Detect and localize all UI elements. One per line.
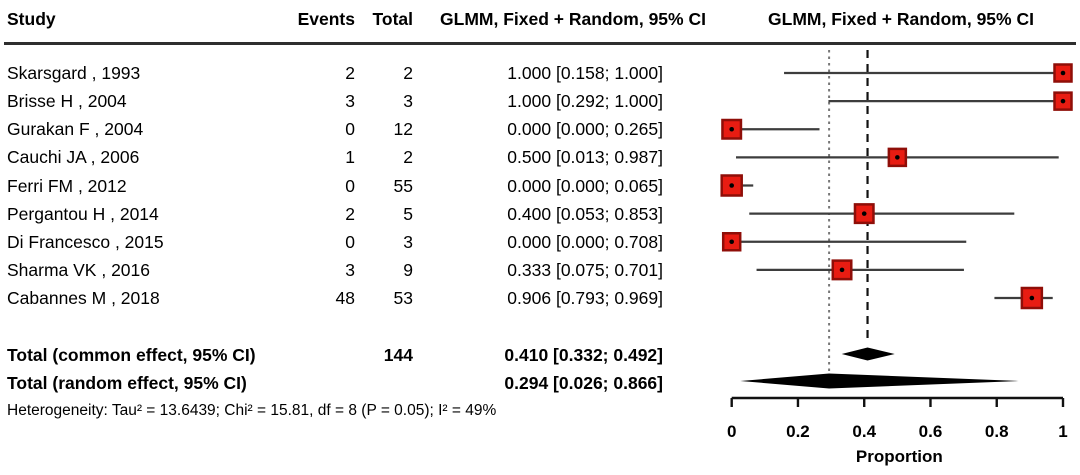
total-common-ci: 0.410 [0.332; 0.492] [504, 345, 663, 365]
ci-text: 0.906 [0.793; 0.969] [507, 288, 663, 308]
ci-plot-column-header: GLMM, Fixed + Random, 95% CI [768, 9, 1034, 29]
common-effect-diamond [841, 347, 895, 361]
effect-square [1053, 91, 1073, 111]
events-value: 3 [345, 91, 355, 112]
ci-text: 1.000 [0.158; 1.000] [507, 63, 663, 83]
total-value: 9 [403, 259, 413, 280]
point-marker [729, 183, 734, 188]
axis-tick-label: 1 [1058, 422, 1067, 441]
ci-text: 0.500 [0.013; 0.987] [507, 147, 663, 168]
effect-square [887, 147, 908, 168]
events-value: 0 [345, 119, 355, 140]
axis-tick-label: 0.4 [852, 422, 876, 441]
ci-text: 1.000 [0.292; 1.000] [507, 91, 663, 112]
effect-square [1020, 286, 1044, 310]
total-value: 3 [403, 91, 413, 112]
header-divider [4, 42, 1076, 45]
total-common-label: Total (common effect, 95% CI) [7, 345, 256, 365]
study-label: Sharma VK , 2016 [7, 259, 150, 280]
point-marker [1029, 295, 1035, 301]
axis-tick-label: 0.6 [919, 422, 943, 441]
random-effect-diamond [740, 373, 1019, 389]
study-label: Ferri FM , 2012 [7, 175, 127, 196]
effect-square [853, 203, 875, 225]
events-value: 0 [345, 175, 355, 196]
point-marker [1060, 70, 1066, 76]
total-column-header: Total [372, 9, 413, 29]
ci-text: 0.400 [0.053; 0.853] [507, 203, 663, 224]
total-random-ci: 0.294 [0.026; 0.866] [504, 373, 663, 393]
ci-text-column-header: GLMM, Fixed + Random, 95% CI [440, 9, 706, 29]
axis-tick-label: 0.8 [985, 422, 1009, 441]
effect-square [721, 118, 743, 140]
total-value: 2 [403, 147, 413, 168]
study-label: Pergantou H , 2014 [7, 203, 159, 224]
total-value: 2 [403, 63, 413, 83]
point-marker [895, 155, 900, 160]
total-common-n: 144 [383, 345, 413, 365]
point-marker [861, 211, 867, 216]
ci-text: 0.000 [0.000; 0.708] [507, 231, 663, 252]
events-value: 1 [345, 147, 355, 168]
heterogeneity-stats: Heterogeneity: Tau² = 13.6439; Chi² = 15… [7, 402, 497, 419]
point-marker [729, 126, 734, 132]
events-value: 2 [345, 63, 355, 83]
total-value: 55 [393, 175, 413, 196]
total-random-label: Total (random effect, 95% CI) [7, 373, 247, 393]
axis-title: Proportion [856, 447, 943, 466]
events-value: 2 [345, 203, 355, 224]
events-column-header: Events [297, 9, 355, 29]
study-label: Cauchi JA , 2006 [7, 147, 140, 168]
point-marker [1060, 98, 1066, 104]
ci-text: 0.000 [0.000; 0.265] [507, 119, 663, 140]
study-label: Di Francesco , 2015 [7, 231, 164, 252]
events-value: 48 [335, 288, 355, 308]
ci-text: 0.333 [0.075; 0.701] [507, 259, 663, 280]
study-label: Brisse H , 2004 [7, 91, 127, 112]
ci-text: 0.000 [0.000; 0.065] [507, 175, 663, 196]
effect-square [721, 232, 742, 252]
total-value: 53 [393, 288, 413, 308]
effect-square [831, 259, 853, 281]
total-value: 12 [393, 119, 413, 140]
events-value: 0 [345, 231, 355, 252]
effect-square [720, 174, 743, 197]
study-label: Cabannes M , 2018 [7, 288, 160, 308]
effect-square [1053, 63, 1073, 83]
study-label: Gurakan F , 2004 [7, 119, 144, 140]
total-value: 3 [403, 231, 413, 252]
point-marker [839, 267, 845, 273]
total-value: 5 [403, 203, 413, 224]
events-value: 3 [345, 259, 355, 280]
axis-tick-label: 0.2 [786, 422, 810, 441]
study-column-header: Study [7, 9, 56, 29]
axis-tick-label: 0 [727, 422, 736, 441]
study-label: Skarsgard , 1993 [7, 63, 141, 83]
point-marker [729, 239, 734, 245]
